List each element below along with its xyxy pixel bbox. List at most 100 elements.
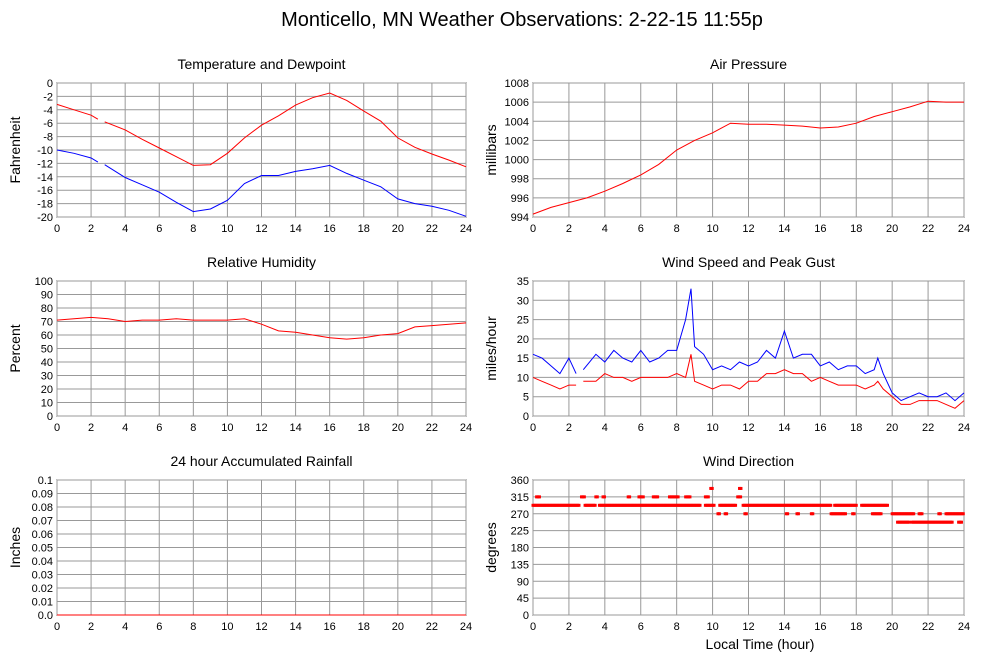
series-wind-direction-point <box>593 503 597 507</box>
y-tick-label: 270 <box>511 509 529 521</box>
x-tick-label: 0 <box>54 223 60 235</box>
x-tick-label: 4 <box>602 422 608 434</box>
y-tick-label: 20 <box>41 384 53 396</box>
y-tick-label: 30 <box>41 371 53 383</box>
x-tick-label: 10 <box>221 621 233 633</box>
plot-temp: 0 2 4 6 8 10 12 14 16 18 20 22 240-2-4-6-8-10-12-14-… <box>7 56 472 235</box>
y-tick-label: 80 <box>41 303 53 315</box>
series-wind-direction-point <box>577 503 581 507</box>
x-tick-label: 12 <box>255 223 267 235</box>
y-tick-label: 998 <box>511 174 529 186</box>
x-tick-label: 2 <box>88 422 94 434</box>
y-tick-label: 1000 <box>505 155 529 167</box>
y-tick-label: 225 <box>511 526 529 538</box>
series-temperature-line <box>56 92 467 168</box>
x-tick-label: 22 <box>922 422 934 434</box>
series-wind-direction-point <box>734 503 738 507</box>
x-tick-label: 4 <box>602 621 608 633</box>
x-tick-label: 16 <box>814 422 826 434</box>
x-tick-label: 14 <box>778 422 790 434</box>
series-wind-direction-point <box>537 495 541 499</box>
y-tick-label: 15 <box>517 353 529 365</box>
y-tick-label: -12 <box>37 158 53 170</box>
y-axis-label: Fahrenheit <box>7 116 23 183</box>
series-wind-direction-point <box>582 495 586 499</box>
y-tick-label: 0 <box>523 610 529 622</box>
series-wind-direction-point <box>796 512 800 516</box>
plot-title: Wind Speed and Peak Gust <box>662 254 835 270</box>
x-tick-label: 24 <box>460 223 472 235</box>
x-tick-label: 10 <box>706 223 718 235</box>
y-tick-label: 0.08 <box>32 502 53 514</box>
y-tick-label: 10 <box>517 372 529 384</box>
x-tick-label: 16 <box>814 621 826 633</box>
y-axis-label: degrees <box>483 522 499 573</box>
y-tick-label: 0.1 <box>38 475 53 487</box>
x-axis-label: Local Time (hour) <box>706 636 815 652</box>
x-tick-label: 18 <box>358 422 370 434</box>
x-tick-label: 22 <box>426 621 438 633</box>
series-wind-direction-point <box>656 495 660 499</box>
series-wind-direction-point <box>744 512 748 516</box>
x-tick-label: 10 <box>221 422 233 434</box>
y-tick-label: 100 <box>35 276 53 288</box>
y-tick-label: 0.09 <box>32 489 53 501</box>
x-tick-label: 6 <box>638 422 644 434</box>
x-tick-label: 20 <box>886 621 898 633</box>
x-tick-label: 24 <box>460 621 472 633</box>
x-tick-label: 12 <box>255 422 267 434</box>
plot-title: Air Pressure <box>710 56 787 72</box>
x-tick-label: 2 <box>566 223 572 235</box>
x-tick-label: 0 <box>54 621 60 633</box>
y-tick-label: 0 <box>523 411 529 423</box>
x-tick-label: 12 <box>742 223 754 235</box>
x-tick-label: 18 <box>850 422 862 434</box>
x-tick-label: 22 <box>426 422 438 434</box>
y-tick-label: 0.04 <box>32 556 53 568</box>
x-tick-label: 8 <box>190 223 196 235</box>
y-axis-label: miles/hour <box>483 316 499 381</box>
x-tick-label: 20 <box>886 223 898 235</box>
y-tick-label: 90 <box>41 290 53 302</box>
x-tick-label: 8 <box>674 422 680 434</box>
series-wind-direction-point <box>628 495 632 499</box>
y-tick-label: 0 <box>47 78 53 90</box>
x-tick-label: 24 <box>958 223 970 235</box>
x-tick-label: 8 <box>190 621 196 633</box>
series-wind-direction-point <box>959 520 963 524</box>
series-wind-direction-point <box>602 495 606 499</box>
y-axis-label: Inches <box>7 527 23 568</box>
y-tick-label: 90 <box>517 576 529 588</box>
plot-title: Wind Direction <box>703 453 794 469</box>
series-wind-direction-point <box>912 512 916 516</box>
y-tick-label: 1002 <box>505 135 529 147</box>
x-tick-label: 0 <box>530 621 536 633</box>
y-axis-label: Percent <box>7 324 23 372</box>
y-tick-label: 50 <box>41 344 53 356</box>
x-tick-label: 8 <box>674 621 680 633</box>
series-wind-direction-point <box>739 486 743 490</box>
figure-title: Monticello, MN Weather Observations: 2-2… <box>281 9 763 31</box>
x-tick-label: 4 <box>122 621 128 633</box>
y-tick-label: 994 <box>511 212 529 224</box>
x-tick-label: 10 <box>706 621 718 633</box>
series-wind-speed-line <box>532 354 965 409</box>
series-wind-direction-point <box>712 503 716 507</box>
x-tick-label: 12 <box>255 621 267 633</box>
series-wind-direction-point <box>706 495 710 499</box>
x-tick-label: 12 <box>742 621 754 633</box>
x-tick-label: 8 <box>674 223 680 235</box>
y-tick-label: 10 <box>41 398 53 410</box>
y-tick-label: 0.01 <box>32 597 53 609</box>
series-wind-direction-point <box>854 503 858 507</box>
x-tick-label: 2 <box>566 422 572 434</box>
y-tick-label: 70 <box>41 317 53 329</box>
y-tick-label: -20 <box>37 212 53 224</box>
y-tick-label: 1006 <box>505 97 529 109</box>
plot-title: 24 hour Accumulated Rainfall <box>170 453 352 469</box>
x-tick-label: 10 <box>706 422 718 434</box>
x-tick-label: 0 <box>54 422 60 434</box>
y-tick-label: 0.0 <box>38 610 53 622</box>
y-axis-label: millibars <box>483 124 499 175</box>
x-tick-label: 2 <box>88 621 94 633</box>
